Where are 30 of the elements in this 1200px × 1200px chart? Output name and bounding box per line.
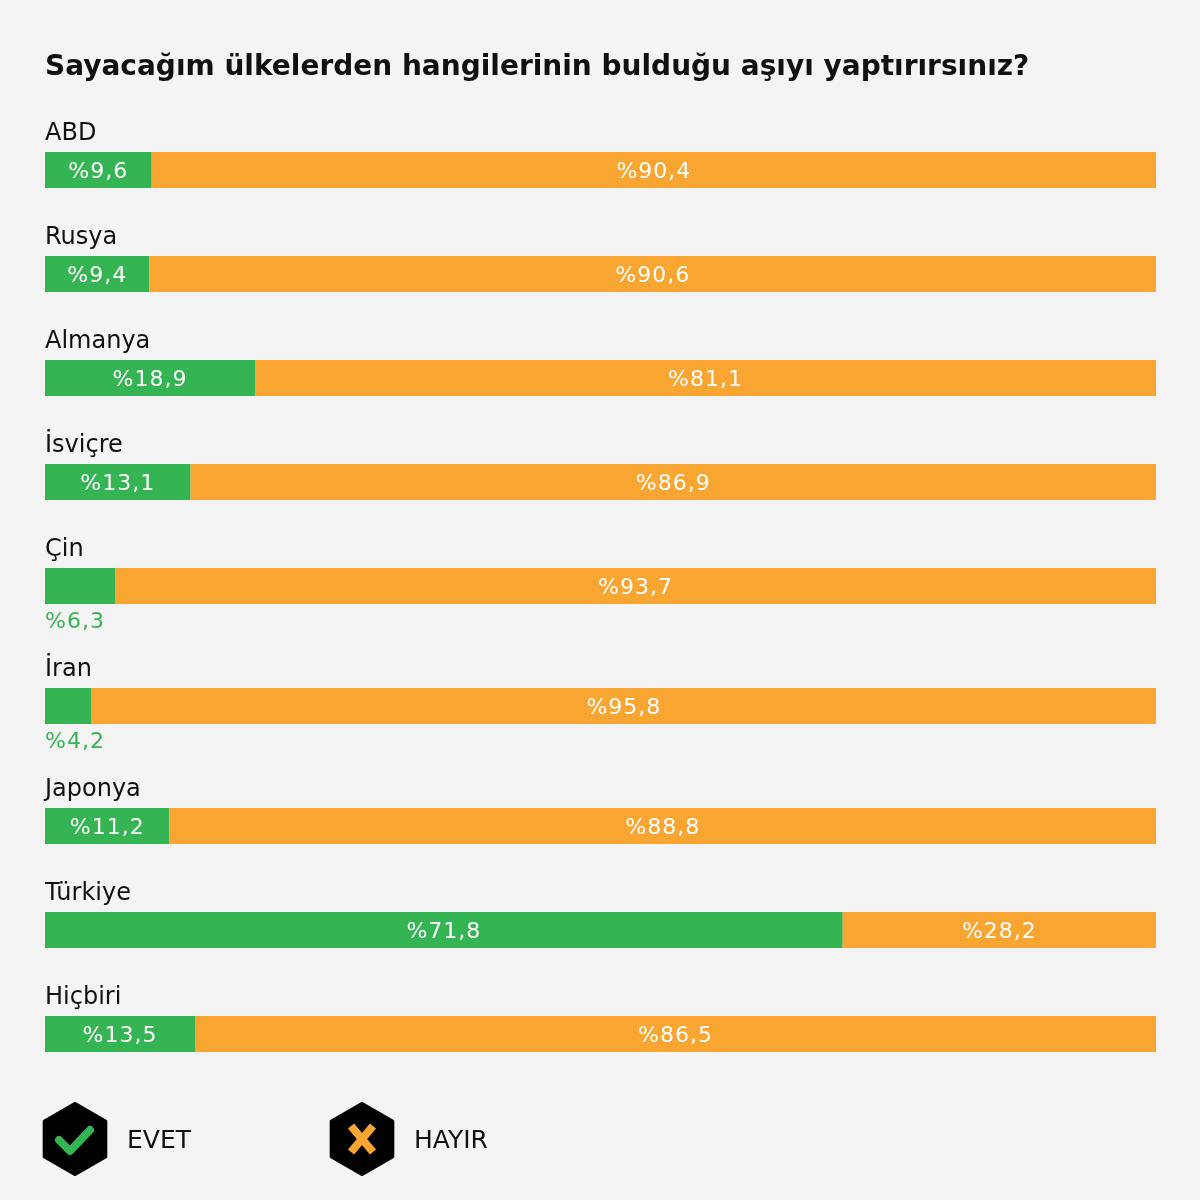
y-tick-label: Rusya xyxy=(45,222,118,250)
legend-label: EVET xyxy=(127,1125,192,1154)
y-tick-label: ABD xyxy=(45,118,97,146)
chart-title: Sayacağım ülkelerden hangilerinin bulduğu aşıyı yaptırırsınız? xyxy=(45,49,1030,82)
data-label: %4,2 xyxy=(45,728,105,753)
y-tick-label: Türkiye xyxy=(44,878,131,906)
data-label: %28,2 xyxy=(961,918,1037,943)
data-label: %9,6 xyxy=(68,158,129,183)
data-label: %86,5 xyxy=(638,1022,713,1047)
data-label: %11,2 xyxy=(69,814,145,839)
data-label: %90,6 xyxy=(615,262,691,287)
data-label: %93,7 xyxy=(598,574,673,599)
legend-label: HAYIR xyxy=(414,1125,488,1154)
data-label: %13,5 xyxy=(82,1022,158,1047)
data-label: %90,4 xyxy=(616,158,692,183)
y-tick-label: Hiçbiri xyxy=(45,982,122,1010)
data-label: %18,9 xyxy=(112,366,188,391)
data-label: %6,3 xyxy=(45,608,105,633)
y-tick-label: Çin xyxy=(45,534,84,562)
data-label: %86,9 xyxy=(635,470,711,495)
data-label: %95,8 xyxy=(586,694,662,719)
y-tick-label: İran xyxy=(45,653,92,682)
data-label: %9,4 xyxy=(67,262,128,287)
data-label: %13,1 xyxy=(80,470,156,495)
y-tick-label: Japonya xyxy=(43,774,141,802)
data-label: %88,8 xyxy=(625,814,701,839)
y-tick-label: Almanya xyxy=(45,326,151,354)
data-label: %71,8 xyxy=(406,918,482,943)
data-label: %81,1 xyxy=(668,366,743,391)
y-tick-label: İsviçre xyxy=(45,429,123,458)
